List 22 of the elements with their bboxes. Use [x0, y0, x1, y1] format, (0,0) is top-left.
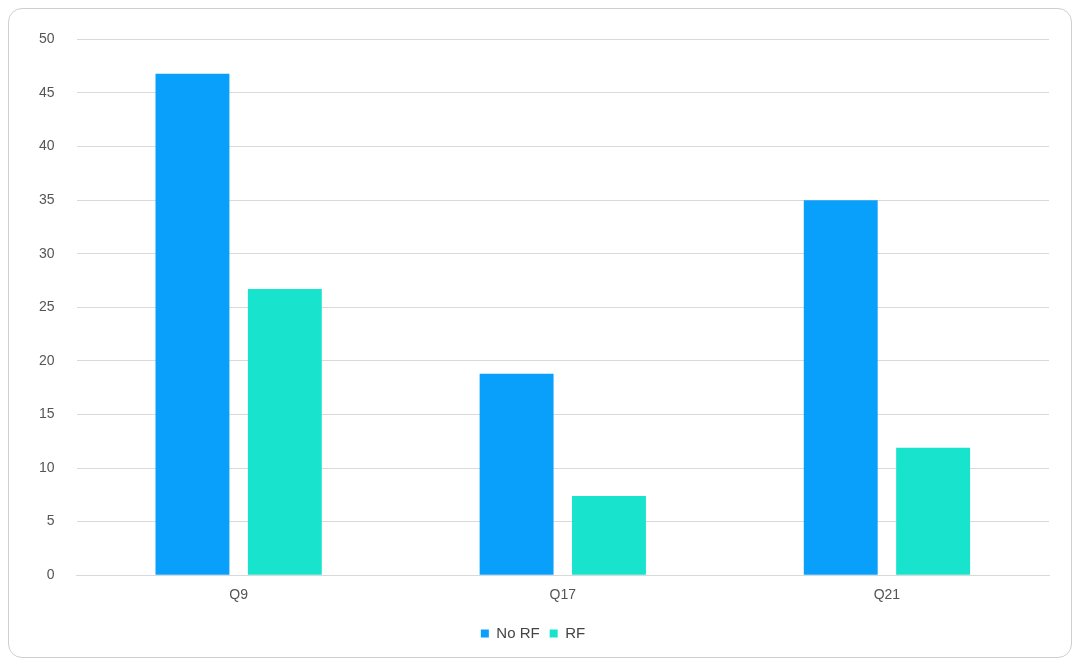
y-tick-label: 25 [38, 298, 55, 315]
y-tick-label: 15 [38, 405, 55, 422]
bar [247, 289, 322, 575]
y-tick-label: 35 [38, 191, 55, 207]
bar [479, 373, 554, 575]
y-tick-label: 40 [38, 137, 55, 154]
bar [896, 447, 971, 575]
bar [803, 200, 878, 575]
y-tick-label: 50 [38, 30, 55, 47]
bar [572, 495, 646, 575]
legend-label: No RF [496, 623, 540, 641]
y-tick-label: 10 [38, 458, 55, 475]
bar [155, 73, 230, 575]
legend-label: RF [565, 623, 586, 641]
y-tick-label: 0 [46, 566, 55, 583]
x-tick-label: Q9 [229, 586, 249, 603]
y-tick-label: 30 [38, 244, 55, 261]
x-tick-label: Q21 [873, 586, 901, 603]
y-tick-label: 45 [38, 83, 55, 100]
x-tick-label: Q17 [549, 586, 577, 603]
y-tick-label: 20 [38, 351, 55, 368]
y-tick-label: 5 [46, 512, 55, 529]
